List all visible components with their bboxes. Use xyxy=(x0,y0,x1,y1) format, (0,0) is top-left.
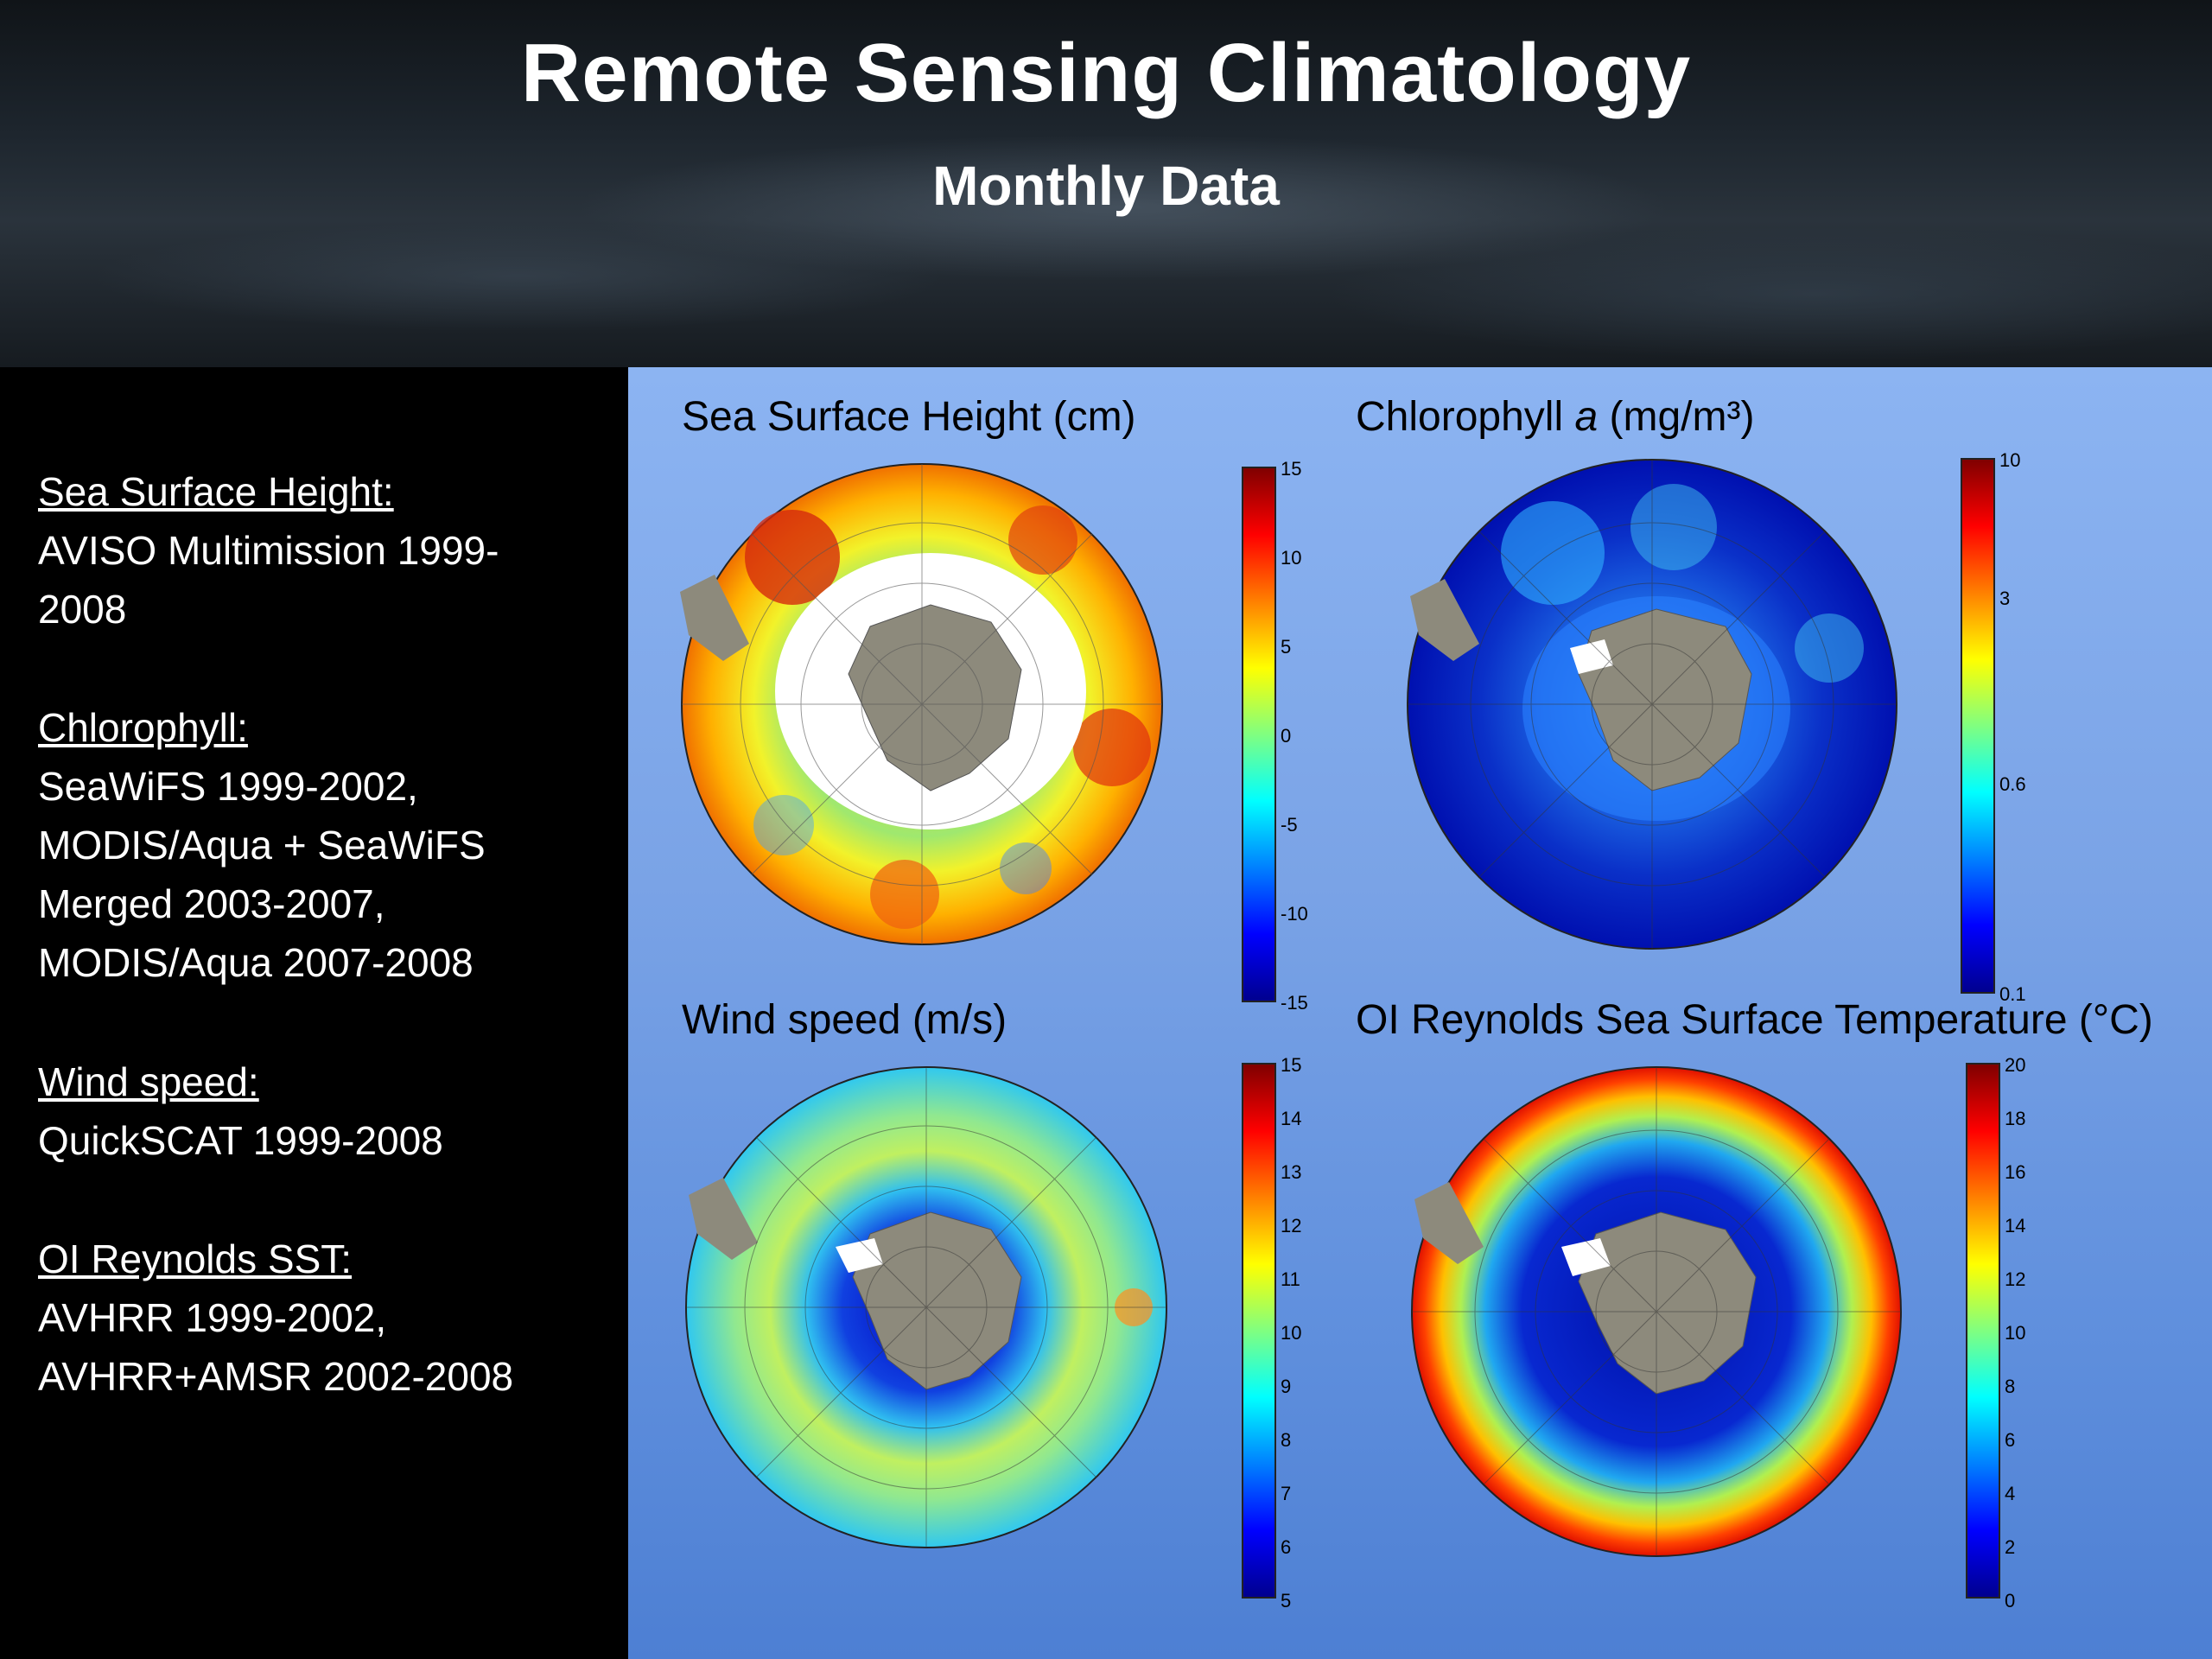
colorbar-tick: 12 xyxy=(1281,1215,1302,1236)
colorbar-tick: 0.6 xyxy=(1999,773,2026,795)
source-line: AVHRR+AMSR 2002-2008 xyxy=(38,1354,514,1399)
wind-polar-map xyxy=(685,1066,1167,1548)
colorbar-tick: 10 xyxy=(1281,547,1302,569)
source-line: MODIS/Aqua + SeaWiFS xyxy=(38,823,486,868)
page-title: Remote Sensing Climatology xyxy=(520,27,1692,119)
chlorophyll-polar-map xyxy=(1407,459,1897,950)
colorbar-tick: 11 xyxy=(1281,1268,1300,1290)
source-line: AVHRR 1999-2002, xyxy=(38,1295,387,1340)
colorbar-tick: 3 xyxy=(1999,588,2011,609)
colorbar-tick: 7 xyxy=(1281,1483,1292,1504)
colorbar-tick: 12 xyxy=(2005,1268,2026,1290)
title-text: (mg/m³) xyxy=(1598,394,1755,440)
colorbar-tick: 10 xyxy=(1999,449,2021,471)
colorbar-tick: -10 xyxy=(1281,903,1308,925)
map-title-ssh: Sea Surface Height (cm) xyxy=(682,394,1136,440)
colorbar-tick: 5 xyxy=(1281,636,1292,658)
source-line: MODIS/Aqua 2007-2008 xyxy=(38,940,474,985)
colorbar-tick: 20 xyxy=(2005,1054,2026,1076)
source-line: SeaWiFS 1999-2002, xyxy=(38,764,418,809)
colorbar-tick: 14 xyxy=(1281,1108,1302,1129)
colorbar-tick: 0.1 xyxy=(1999,983,2026,1005)
colorbar-tick: 8 xyxy=(1281,1429,1292,1451)
colorbar-tick: 0 xyxy=(2005,1590,2016,1611)
source-sst: OI Reynolds SST: AVHRR 1999-2002, AVHRR+… xyxy=(38,1230,513,1406)
ssh-polar-map xyxy=(680,463,1163,945)
colorbar-tick: 4 xyxy=(2005,1483,2016,1504)
chlorophyll-colorbar xyxy=(1961,458,1995,994)
colorbar-tick: 6 xyxy=(2005,1429,2016,1451)
colorbar-tick: 2 xyxy=(2005,1536,2016,1558)
colorbar-tick: 10 xyxy=(1281,1322,1302,1344)
wind-colorbar xyxy=(1242,1063,1276,1599)
source-heading: Sea Surface Height: xyxy=(38,469,394,514)
title-italic: a xyxy=(1574,394,1599,440)
colorbar-tick: 15 xyxy=(1281,458,1302,480)
colorbar-tick: 14 xyxy=(2005,1215,2026,1236)
source-line: Merged 2003-2007, xyxy=(38,881,385,926)
colorbar-tick: 15 xyxy=(1281,1054,1302,1076)
colorbar-tick: 0 xyxy=(1281,725,1292,747)
colorbar-tick: 9 xyxy=(1281,1376,1292,1397)
colorbar-tick: 8 xyxy=(2005,1376,2016,1397)
header-banner: Remote Sensing Climatology Monthly Data xyxy=(0,0,2212,367)
data-sources-panel: Sea Surface Height: AVISO Multimission 1… xyxy=(0,367,628,1659)
source-heading: Chlorophyll: xyxy=(38,705,248,750)
colorbar-tick: 13 xyxy=(1281,1161,1302,1183)
maps-panel: Sea Surface Height (cm) 15 10 5 0 xyxy=(628,367,2212,1659)
map-title-chlorophyll: Chlorophyll a (mg/m³) xyxy=(1356,393,1754,441)
source-ssh: Sea Surface Height: AVISO Multimission 1… xyxy=(38,462,499,639)
map-title-sst: OI Reynolds Sea Surface Temperature (°C) xyxy=(1356,997,2153,1043)
page-subtitle: Monthly Data xyxy=(932,155,1280,217)
source-line: 2008 xyxy=(38,587,127,632)
source-chlorophyll: Chlorophyll: SeaWiFS 1999-2002, MODIS/Aq… xyxy=(38,698,486,992)
colorbar-tick: 5 xyxy=(1281,1590,1292,1611)
source-line: QuickSCAT 1999-2008 xyxy=(38,1118,443,1163)
colorbar-tick: 6 xyxy=(1281,1536,1292,1558)
source-heading: Wind speed: xyxy=(38,1059,259,1104)
source-line: AVISO Multimission 1999- xyxy=(38,528,499,573)
colorbar-tick: -15 xyxy=(1281,992,1308,1014)
title-text: Chlorophyll xyxy=(1356,394,1575,440)
colorbar-tick: 18 xyxy=(2005,1108,2026,1129)
sst-colorbar xyxy=(1966,1063,2000,1599)
ssh-colorbar xyxy=(1242,467,1276,1002)
source-heading: OI Reynolds SST: xyxy=(38,1236,353,1281)
source-wind: Wind speed: QuickSCAT 1999-2008 xyxy=(38,1052,443,1170)
map-title-wind: Wind speed (m/s) xyxy=(682,997,1007,1043)
colorbar-tick: 16 xyxy=(2005,1161,2026,1183)
colorbar-tick: 10 xyxy=(2005,1322,2026,1344)
sst-polar-map xyxy=(1411,1066,1902,1557)
colorbar-tick: -5 xyxy=(1281,814,1298,836)
